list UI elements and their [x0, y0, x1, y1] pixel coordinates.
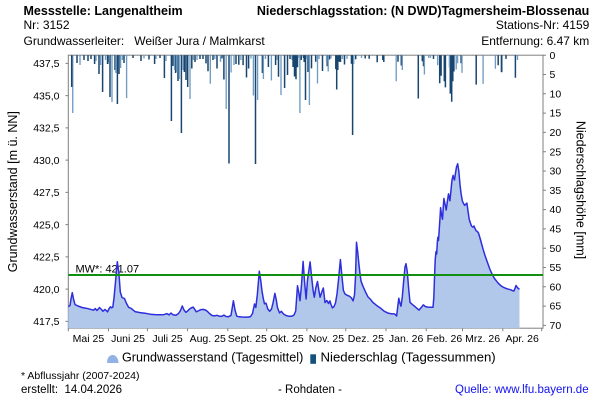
- svg-text:45: 45: [550, 224, 562, 236]
- svg-text:432,5: 432,5: [33, 123, 59, 135]
- svg-text:Grundwasserstand (Tagesmittel): Grundwasserstand (Tagesmittel): [122, 351, 303, 365]
- svg-text:35: 35: [550, 185, 562, 197]
- svg-text:Mrz. 26: Mrz. 26: [465, 333, 500, 345]
- svg-text:5: 5: [550, 69, 556, 81]
- svg-text:Dez. 25: Dez. 25: [348, 333, 384, 345]
- svg-text:20: 20: [550, 127, 562, 139]
- svg-text:Mai 25: Mai 25: [73, 333, 105, 345]
- svg-text:435,0: 435,0: [33, 90, 59, 102]
- svg-text:430,0: 430,0: [33, 155, 59, 167]
- svg-text:50: 50: [550, 243, 562, 255]
- svg-text:417,5: 417,5: [33, 316, 59, 328]
- svg-text:Nov. 25: Nov. 25: [309, 333, 345, 345]
- svg-text:15: 15: [550, 108, 562, 120]
- svg-text:40: 40: [550, 204, 562, 216]
- svg-text:Apr. 26: Apr. 26: [506, 333, 539, 345]
- svg-text:0: 0: [550, 50, 556, 62]
- svg-text:Aug. 25: Aug. 25: [190, 333, 226, 345]
- svg-text:Niederschlagshöhe [mm]: Niederschlagshöhe [mm]: [574, 121, 588, 259]
- svg-text:60: 60: [550, 281, 562, 293]
- svg-text:Juni 25: Juni 25: [111, 333, 145, 345]
- svg-text:Sept. 25: Sept. 25: [228, 333, 267, 345]
- svg-text:10: 10: [550, 88, 562, 100]
- svg-text:55: 55: [550, 262, 562, 274]
- svg-text:70: 70: [550, 320, 562, 332]
- svg-text:422,5: 422,5: [33, 252, 59, 264]
- svg-text:Juli 25: Juli 25: [152, 333, 183, 345]
- svg-text:427,5: 427,5: [33, 187, 59, 199]
- svg-text:Okt. 25: Okt. 25: [270, 333, 304, 345]
- svg-text:30: 30: [550, 166, 562, 178]
- svg-text:Jan. 26: Jan. 26: [389, 333, 424, 345]
- svg-text:437,5: 437,5: [33, 58, 59, 70]
- svg-text:MW*: 421.07: MW*: 421.07: [76, 264, 140, 276]
- svg-text:420,0: 420,0: [33, 284, 59, 296]
- svg-text:425,0: 425,0: [33, 219, 59, 231]
- svg-text:25: 25: [550, 146, 562, 158]
- svg-text:Niederschlag (Tagessummen): Niederschlag (Tagessummen): [321, 350, 496, 365]
- svg-text:Feb. 26: Feb. 26: [427, 333, 463, 345]
- svg-text:65: 65: [550, 301, 562, 313]
- svg-text:Grundwasserstand [m ü. NN]: Grundwasserstand [m ü. NN]: [6, 111, 20, 272]
